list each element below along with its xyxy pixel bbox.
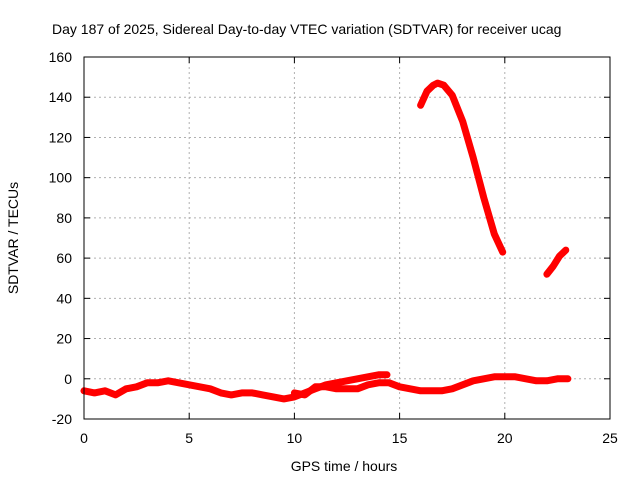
- plot-frame: [83, 56, 611, 420]
- y-tick-label: 160: [49, 49, 73, 65]
- chart-title: Day 187 of 2025, Sidereal Day-to-day VTE…: [52, 21, 561, 37]
- series-line-late-segment: [543, 246, 570, 278]
- y-tick-label: 80: [56, 210, 72, 226]
- y-axis-label: SDTVAR / TECUs: [5, 182, 21, 294]
- ticks: [83, 56, 611, 420]
- y-tick-label: 100: [49, 170, 73, 186]
- y-tick-label: -20: [52, 411, 72, 427]
- y-tick-label: 60: [56, 250, 72, 266]
- x-tick-label: 5: [185, 430, 193, 446]
- y-tick-label: 140: [49, 89, 73, 105]
- x-tick-label: 25: [602, 430, 618, 446]
- series-line-peak-segment: [417, 79, 507, 256]
- y-tick-label: 40: [56, 290, 72, 306]
- series-group: [80, 79, 572, 403]
- x-tick-label: 15: [392, 430, 408, 446]
- tick-labels: 0 5 10 15 20 25 -20 0 20 40 60 80 100 120 140 160: [49, 49, 618, 446]
- series-line-baseline-a: [80, 371, 391, 403]
- y-tick-label: 0: [64, 371, 72, 387]
- x-tick-label: 10: [287, 430, 303, 446]
- x-axis-label: GPS time / hours: [291, 458, 398, 474]
- series-line-baseline-b: [290, 373, 572, 399]
- y-tick-label: 120: [49, 129, 73, 145]
- x-tick-label: 0: [80, 430, 88, 446]
- y-tick-label: 20: [56, 331, 72, 347]
- x-tick-label: 20: [497, 430, 513, 446]
- grid: [84, 57, 610, 419]
